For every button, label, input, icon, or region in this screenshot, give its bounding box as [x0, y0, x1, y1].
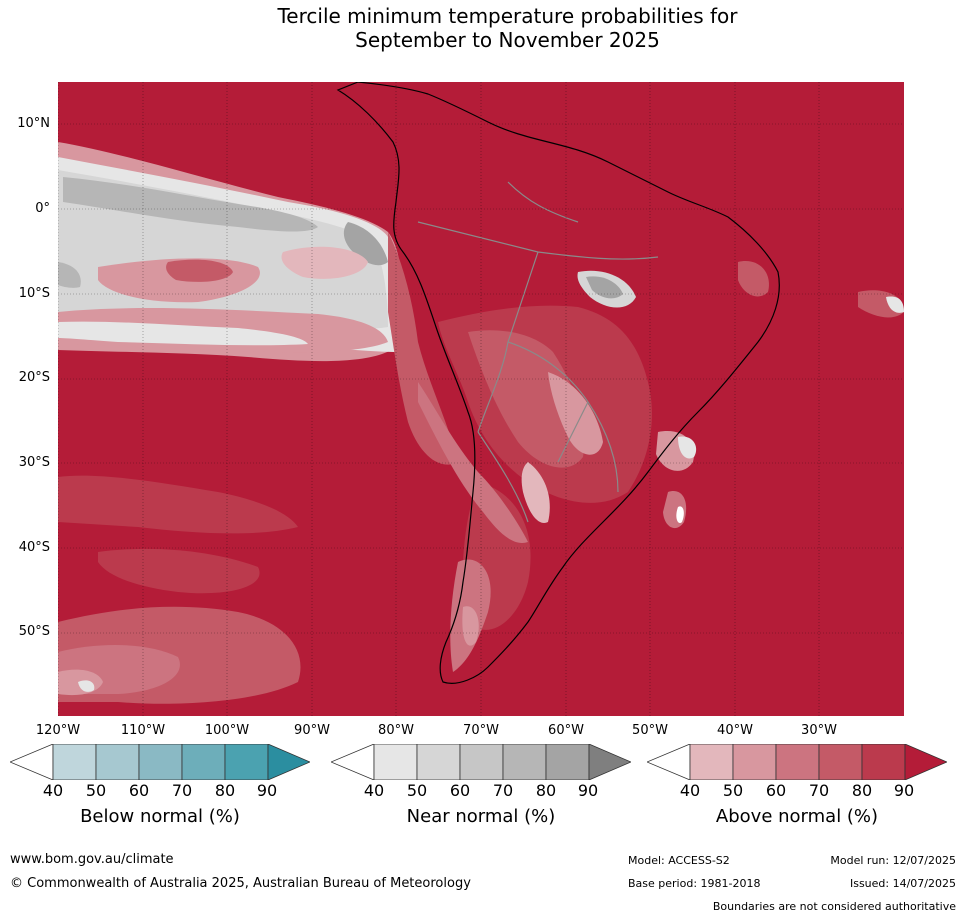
lon-label-40w: 40°W — [717, 723, 753, 738]
lon-label-110w: 110°W — [120, 723, 166, 738]
above-tick-90: 90 — [893, 781, 915, 800]
lat-label-0: 0° — [35, 201, 50, 216]
above-extend-high — [904, 744, 947, 780]
pacific-near-normal-region — [58, 142, 403, 362]
above-swatch-3 — [775, 744, 820, 780]
lon-label-50w: 50°W — [632, 723, 668, 738]
near-tick-70: 70 — [492, 781, 514, 800]
below-swatch-3 — [138, 744, 183, 780]
above-swatch-5 — [861, 744, 906, 780]
above-extend-low — [647, 744, 691, 780]
above-swatch-4 — [818, 744, 863, 780]
coastline — [336, 82, 780, 684]
model-run-text: Model run: 12/07/2025 — [830, 854, 956, 867]
below-tick-60: 60 — [128, 781, 150, 800]
below-swatch-2 — [95, 744, 140, 780]
lat-label-20s: 20°S — [18, 370, 50, 385]
near-normal-title: Near normal (%) — [406, 806, 556, 827]
below-tick-40: 40 — [42, 781, 64, 800]
below-normal-colorbar — [10, 744, 310, 780]
above-tick-50: 50 — [722, 781, 744, 800]
above-normal-colorbar — [647, 744, 947, 780]
near-tick-40: 40 — [363, 781, 385, 800]
near-extend-high — [588, 744, 631, 780]
near-swatch-3 — [459, 744, 504, 780]
gridlines — [58, 82, 904, 716]
near-normal-swatches — [331, 744, 631, 780]
below-normal-title: Below normal (%) — [80, 806, 240, 827]
lon-label-60w: 60°W — [548, 723, 584, 738]
above-tick-80: 80 — [851, 781, 873, 800]
country-boundaries — [417, 181, 659, 523]
lat-label-50s: 50°S — [18, 624, 50, 639]
above-normal-swatches — [647, 744, 947, 780]
lon-label-70w: 70°W — [463, 723, 499, 738]
above-normal-title: Above normal (%) — [715, 806, 879, 827]
south-america-moderate-region — [418, 261, 904, 672]
above-tick-60: 60 — [765, 781, 787, 800]
below-tick-50: 50 — [85, 781, 107, 800]
near-extend-low — [331, 744, 375, 780]
lon-label-30w: 30°W — [801, 723, 837, 738]
disclaimer-text: Boundaries are not considered authoritat… — [712, 900, 956, 913]
near-swatch-4 — [502, 744, 547, 780]
near-normal-colorbar — [331, 744, 631, 780]
lat-label-10s: 10°S — [18, 286, 50, 301]
below-tick-80: 80 — [214, 781, 236, 800]
below-tick-90: 90 — [256, 781, 278, 800]
lat-label-30s: 30°S — [18, 455, 50, 470]
near-swatch-1 — [373, 744, 418, 780]
below-swatch-1 — [52, 744, 97, 780]
lat-label-40s: 40°S — [18, 540, 50, 555]
lat-label-10n: 10°N — [17, 116, 50, 131]
near-tick-60: 60 — [449, 781, 471, 800]
model-text: Model: ACCESS-S2 — [628, 854, 730, 867]
near-tick-50: 50 — [406, 781, 428, 800]
near-swatch-5 — [545, 744, 590, 780]
map-title: Tercile minimum temperature probabilitie… — [0, 4, 965, 52]
above-swatch-2 — [732, 744, 777, 780]
below-swatch-5 — [224, 744, 269, 780]
near-tick-90: 90 — [577, 781, 599, 800]
lon-label-100w: 100°W — [204, 723, 250, 738]
lon-label-120w: 120°W — [35, 723, 81, 738]
lon-label-80w: 80°W — [378, 723, 414, 738]
lon-label-90w: 90°W — [294, 723, 330, 738]
above-swatch-1 — [689, 744, 734, 780]
above-tick-70: 70 — [808, 781, 830, 800]
base-period-text: Base period: 1981-2018 — [628, 877, 761, 890]
below-normal-swatches — [10, 744, 310, 780]
probability-map — [58, 82, 904, 716]
title-line-2: September to November 2025 — [355, 28, 660, 52]
near-tick-80: 80 — [535, 781, 557, 800]
title-line-1: Tercile minimum temperature probabilitie… — [277, 4, 738, 28]
website-link[interactable]: www.bom.gov.au/climate — [10, 852, 174, 867]
above-tick-40: 40 — [679, 781, 701, 800]
below-swatch-4 — [181, 744, 226, 780]
copyright-text: © Commonwealth of Australia 2025, Austra… — [10, 876, 471, 891]
below-extend-high — [267, 744, 310, 780]
issued-text: Issued: 14/07/2025 — [849, 877, 956, 890]
near-swatch-2 — [416, 744, 461, 780]
below-extend-low — [10, 744, 54, 780]
below-tick-70: 70 — [171, 781, 193, 800]
